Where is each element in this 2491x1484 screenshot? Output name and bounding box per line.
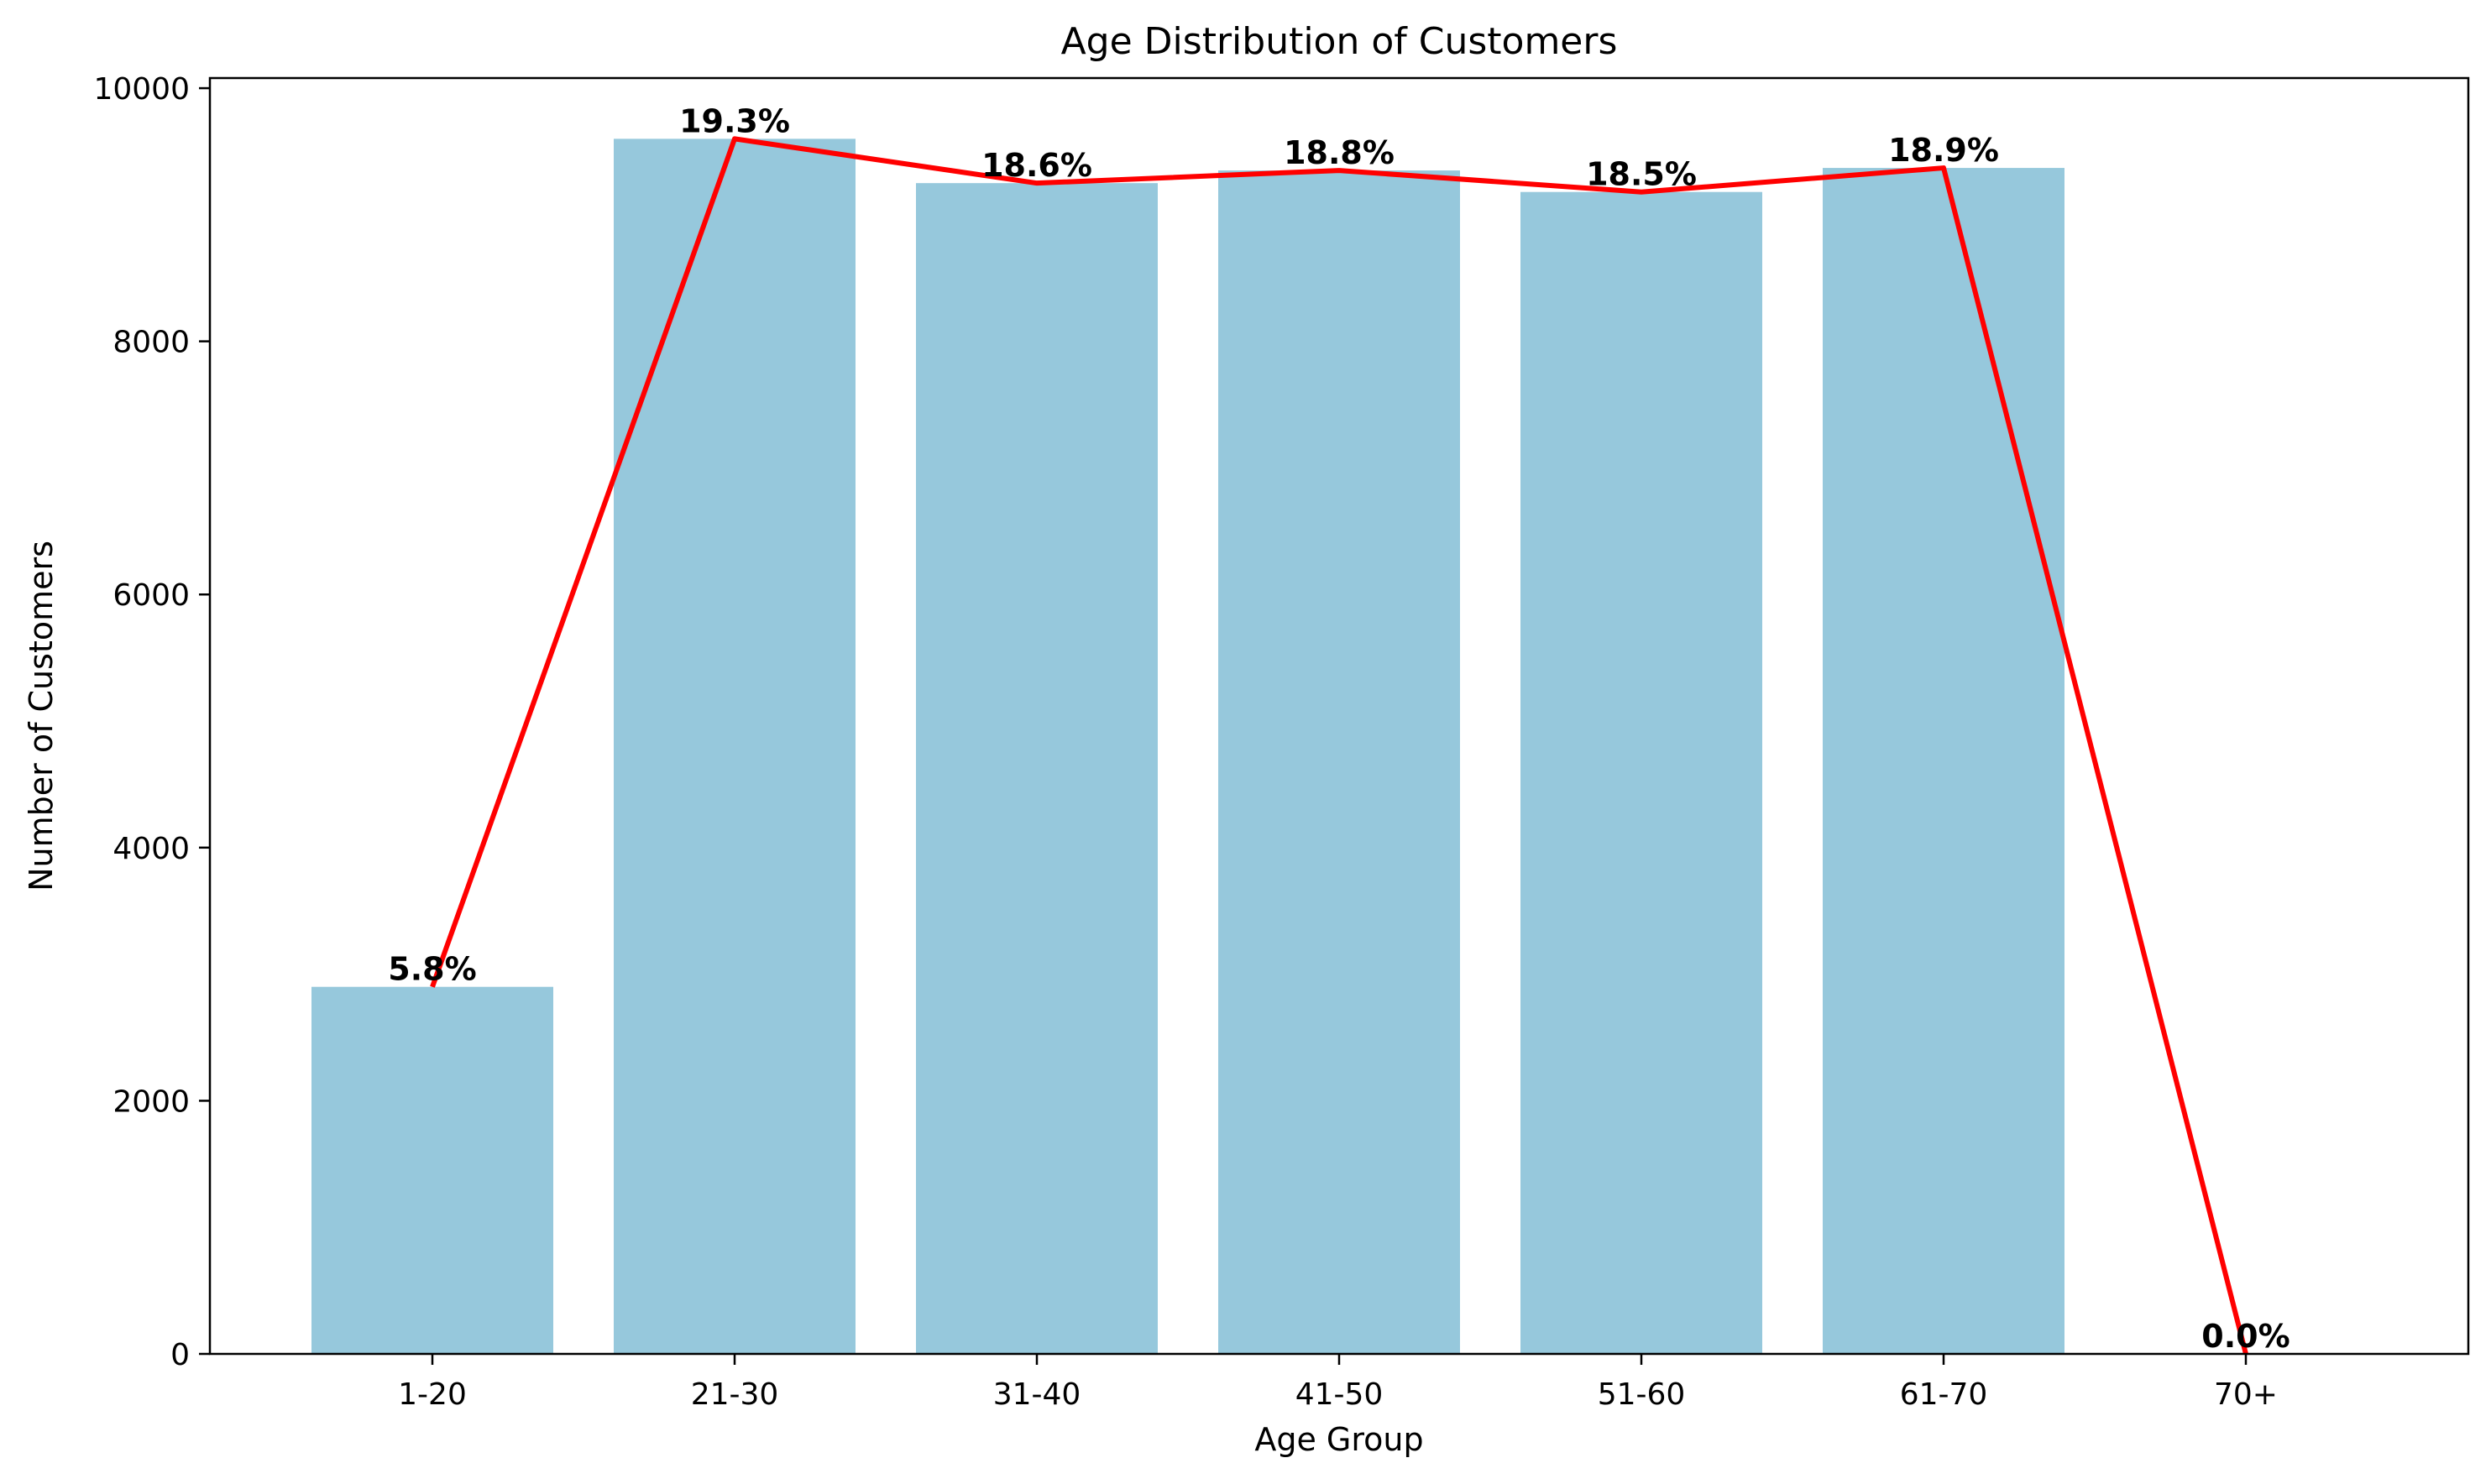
bar-1-20 (311, 986, 553, 1354)
y-tick-label: 8000 (113, 326, 190, 360)
data-label-70+: 0.0% (2201, 1318, 2290, 1355)
y-tick-label: 2000 (113, 1084, 190, 1119)
x-tick-label: 61-70 (1900, 1377, 1988, 1412)
x-axis: 1-20 21-30 31-40 41-50 51-60 61-70 70+ (398, 1354, 2278, 1412)
bar-61-70 (1823, 168, 2064, 1355)
line-layer (430, 136, 2248, 1355)
data-label-41-50: 18.8% (1284, 134, 1395, 171)
data-labels-layer: 5.8% 19.3% 18.6% 18.8% 18.5% 18.9% 0.0% (388, 102, 2290, 1355)
y-axis-label: Number of Customers (23, 541, 60, 891)
x-tick-label: 41-50 (1295, 1377, 1384, 1412)
chart-title: Age Distribution of Customers (1061, 20, 1618, 63)
y-tick-label: 10000 (93, 72, 190, 107)
data-label-51-60: 18.5% (1586, 156, 1697, 193)
bar-51-60 (1520, 191, 1762, 1355)
y-tick-label: 4000 (113, 832, 190, 866)
x-tick-label: 21-30 (691, 1377, 779, 1412)
y-tick-label: 6000 (113, 578, 190, 613)
data-label-21-30: 19.3% (679, 102, 790, 139)
x-tick-label: 31-40 (993, 1377, 1081, 1412)
x-tick-label: 1-20 (398, 1377, 467, 1412)
bar-31-40 (916, 183, 1158, 1355)
data-label-31-40: 18.6% (981, 147, 1092, 184)
bar-41-50 (1218, 170, 1460, 1355)
y-axis: 0 2000 4000 6000 8000 10000 (93, 72, 210, 1372)
y-tick-label: 0 (170, 1338, 190, 1372)
x-tick-label: 51-60 (1598, 1377, 1686, 1412)
x-axis-label: Age Group (1254, 1421, 1423, 1458)
x-tick-label: 70+ (2214, 1377, 2278, 1412)
bars-layer (311, 138, 2064, 1355)
bar-21-30 (614, 138, 856, 1354)
data-label-61-70: 18.9% (1888, 132, 1999, 169)
data-label-1-20: 5.8% (388, 951, 476, 988)
